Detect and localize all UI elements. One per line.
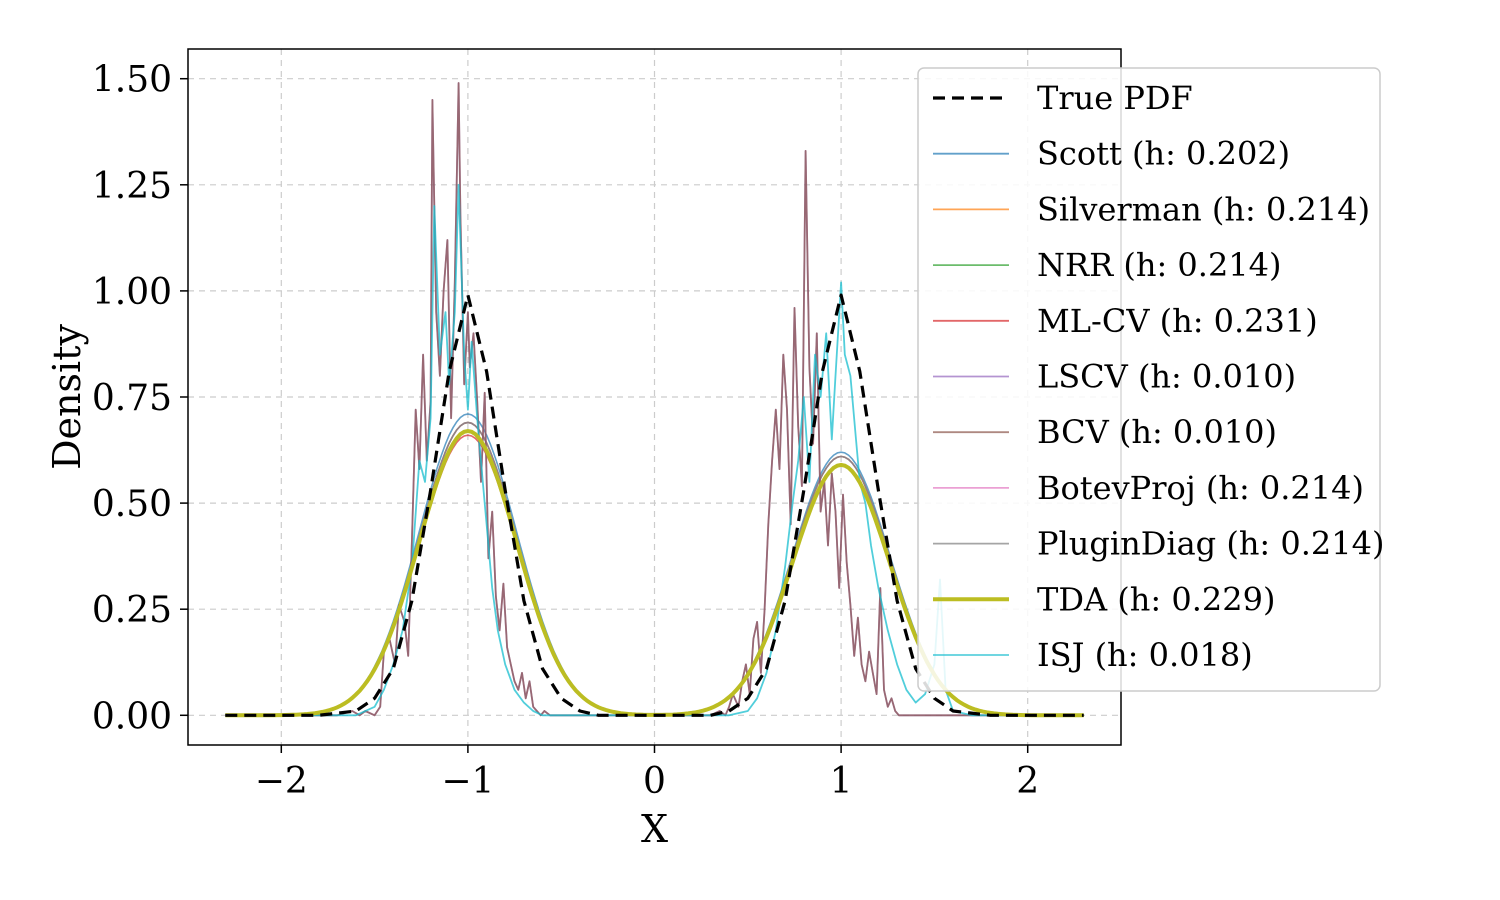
legend-box <box>917 67 1381 692</box>
legend-label: NRR (h: 0.214) <box>1037 246 1282 284</box>
legend: True PDF Scott (h: 0.202) Silverman (h: 0.… <box>917 67 1384 692</box>
y-axis-title: Density <box>45 324 89 470</box>
x-tick-label: −1 <box>441 761 494 802</box>
legend-label: TDA (h: 0.229) <box>1037 580 1275 618</box>
legend-label: Silverman (h: 0.214) <box>1037 190 1370 228</box>
y-tick-label: 0.00 <box>92 696 172 737</box>
legend-label: LSCV (h: 0.010) <box>1037 358 1296 396</box>
x-axis-title: X <box>641 807 668 851</box>
series-line-isj <box>225 183 1084 717</box>
x-tick-label: −2 <box>255 761 308 802</box>
series-line-true-pdf <box>225 293 1084 717</box>
y-tick-label: 1.25 <box>92 166 172 207</box>
y-tick-label: 0.50 <box>92 484 172 525</box>
legend-label: True PDF <box>1037 79 1193 117</box>
legend-label: PluginDiag (h: 0.214) <box>1037 525 1384 563</box>
x-tick-label: 0 <box>643 761 666 802</box>
y-tick-label: 1.00 <box>92 272 172 313</box>
legend-label: ISJ (h: 0.018) <box>1037 636 1253 674</box>
legend-label: ML-CV (h: 0.231) <box>1037 302 1318 340</box>
legend-label: BCV (h: 0.010) <box>1037 413 1277 451</box>
y-axis: 0.00 0.25 0.50 0.75 1.00 1.25 1.50 <box>92 60 188 737</box>
x-tick-label: 1 <box>830 761 853 802</box>
x-tick-label: 2 <box>1016 761 1039 802</box>
y-tick-label: 1.50 <box>92 60 172 101</box>
legend-label: Scott (h: 0.202) <box>1037 135 1290 173</box>
x-axis: −2 −1 0 1 2 <box>255 745 1039 802</box>
legend-label: BotevProj (h: 0.214) <box>1037 469 1364 507</box>
y-tick-label: 0.25 <box>92 590 172 631</box>
y-tick-label: 0.75 <box>92 378 172 419</box>
